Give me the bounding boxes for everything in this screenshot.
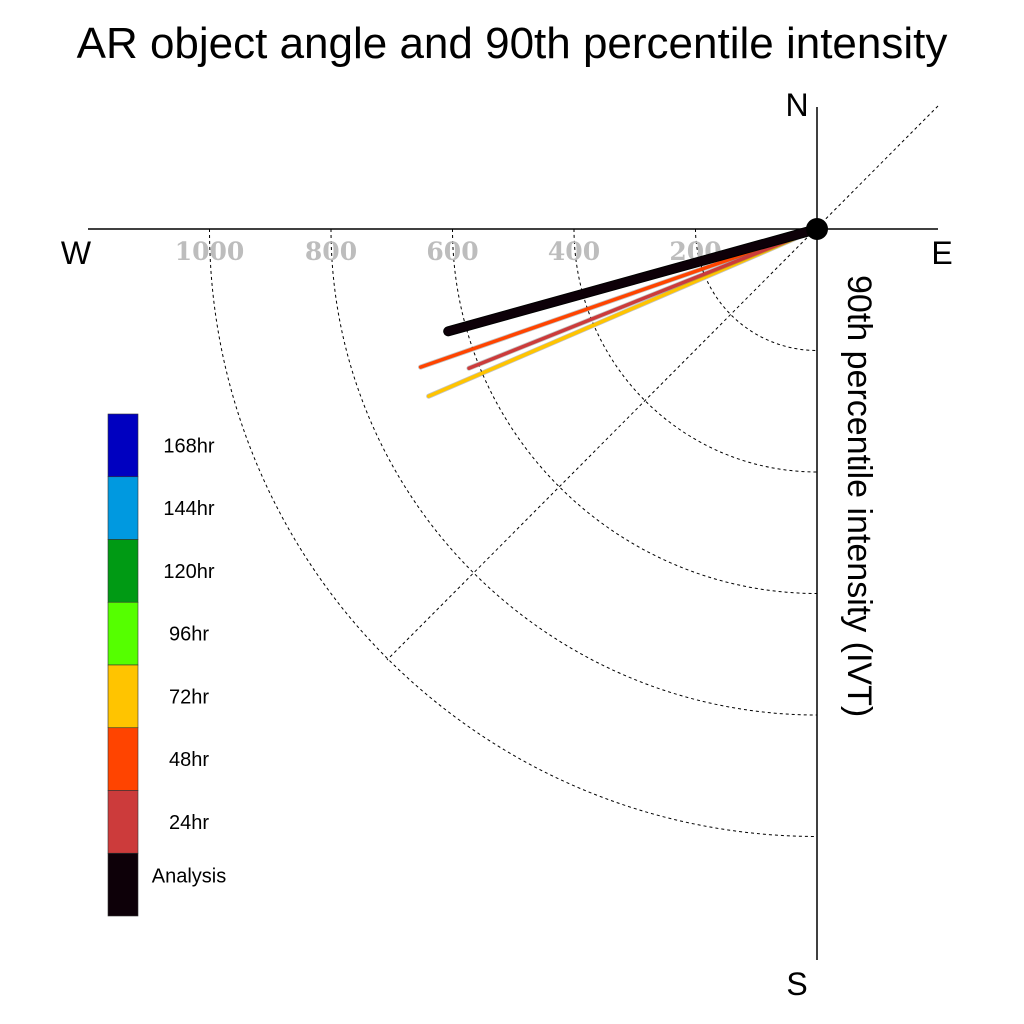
north-label: N — [785, 87, 808, 123]
grid-arc — [330, 228, 818, 716]
origin-marker — [806, 218, 828, 240]
grid-diagonal — [386, 105, 939, 661]
grid-arc — [209, 228, 818, 837]
legend-label: 168hr — [163, 435, 214, 457]
legend-swatch — [107, 727, 139, 791]
legend-swatch — [107, 664, 139, 729]
legend-swatch — [107, 539, 139, 603]
grid-arc — [695, 228, 818, 351]
legend: 168hr 144hr 120hr 96hr 72hr 48hr 24hr Analysis — [107, 413, 226, 917]
legend-label: 144hr — [163, 498, 214, 520]
chart-title: AR object angle and 90th percentile inte… — [77, 19, 948, 68]
legend-label: 48hr — [169, 749, 209, 771]
legend-label: Analysis — [152, 866, 226, 888]
legend-label: 96hr — [169, 624, 209, 646]
grid-arc — [452, 228, 818, 594]
legend-label: 120hr — [163, 561, 214, 583]
legend-label: 24hr — [169, 812, 209, 834]
series-lines — [418, 224, 822, 399]
series-line-analysis — [444, 225, 821, 336]
legend-swatch — [107, 790, 139, 854]
grid — [209, 105, 939, 837]
y-axis-label: 90th percentile intensity (IVT) — [840, 275, 878, 717]
legend-swatch — [107, 476, 139, 540]
legend-swatch — [107, 852, 139, 917]
radial-ticks: 1000 800 600 400 200 — [175, 237, 722, 266]
series-line-24hr — [467, 227, 819, 370]
legend-swatch — [107, 601, 139, 666]
legend-label: 72hr — [169, 686, 209, 708]
grid-arc — [573, 228, 818, 473]
west-label: W — [61, 235, 92, 271]
radial-tick-label: 800 — [305, 237, 357, 266]
radial-tick-label: 400 — [548, 237, 600, 266]
series-line-72hr — [426, 227, 819, 398]
radial-tick-label: 600 — [426, 237, 478, 266]
east-label: E — [931, 235, 952, 271]
legend-swatch — [107, 413, 139, 478]
south-label: S — [786, 966, 807, 1002]
radial-tick-label: 1000 — [175, 237, 245, 266]
